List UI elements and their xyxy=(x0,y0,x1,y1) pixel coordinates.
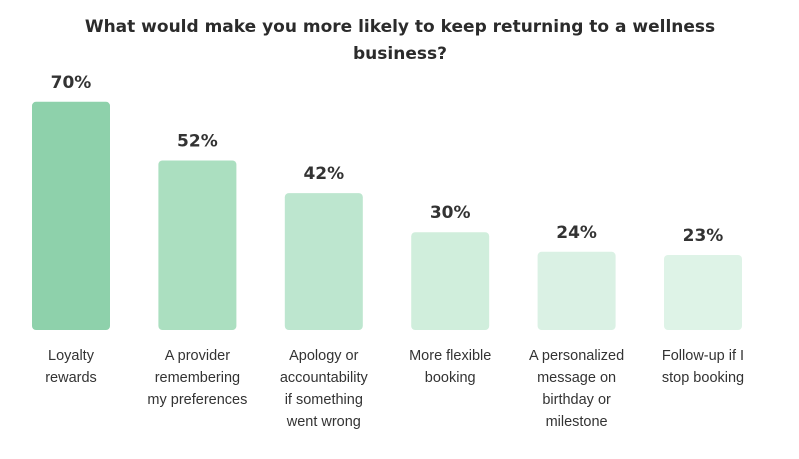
value-label-4: 30% xyxy=(430,203,471,223)
category-label-2: A provider remembering my preferences xyxy=(147,348,247,408)
category-label-line: rewards xyxy=(45,370,97,386)
category-label-line: booking xyxy=(425,370,476,386)
category-label-4: More flexible booking xyxy=(409,348,491,386)
value-label-2: 52% xyxy=(177,132,218,152)
category-label-line: birthday or xyxy=(542,392,611,408)
category-label-line: A personalized xyxy=(529,348,624,364)
category-label-3: Apology or accountability if something went… xyxy=(280,348,369,430)
category-labels-layer: Loyalty rewards A provider remembering my pr… xyxy=(45,348,744,430)
category-label-line: milestone xyxy=(546,414,608,430)
bar-2 xyxy=(158,160,237,330)
bar-6 xyxy=(664,255,742,330)
value-labels-layer: 70% 52% 42% 30% 24% 23% xyxy=(51,73,724,246)
bar-5 xyxy=(537,251,616,330)
category-label-line: went wrong xyxy=(286,414,361,430)
bar-1 xyxy=(32,101,110,330)
category-label-6: Follow-up if I stop booking xyxy=(662,348,744,386)
category-label-line: A provider xyxy=(165,348,230,364)
category-label-line: Apology or xyxy=(289,348,358,364)
category-label-line: accountability xyxy=(280,370,369,386)
value-label-5: 24% xyxy=(556,223,597,243)
category-label-line: Follow-up if I xyxy=(662,348,744,364)
category-label-line: More flexible xyxy=(409,348,491,364)
value-label-1: 70% xyxy=(51,73,92,93)
category-label-line: remembering xyxy=(155,370,240,386)
category-label-line: if something xyxy=(285,392,363,408)
bars-layer xyxy=(32,101,742,330)
value-label-6: 23% xyxy=(683,226,724,246)
category-label-5: A personalized message on birthday or miles… xyxy=(529,348,624,430)
value-label-3: 42% xyxy=(303,164,344,184)
category-label-line: stop booking xyxy=(662,370,744,386)
category-label-line: message on xyxy=(537,370,616,386)
chart-title: What would make you more likely to keep … xyxy=(84,17,716,64)
bar-3 xyxy=(284,193,363,330)
category-label-line: Loyalty xyxy=(48,348,95,364)
category-label-line: my preferences xyxy=(147,392,247,408)
category-label-1: Loyalty rewards xyxy=(45,348,97,386)
bar-4 xyxy=(411,232,490,330)
